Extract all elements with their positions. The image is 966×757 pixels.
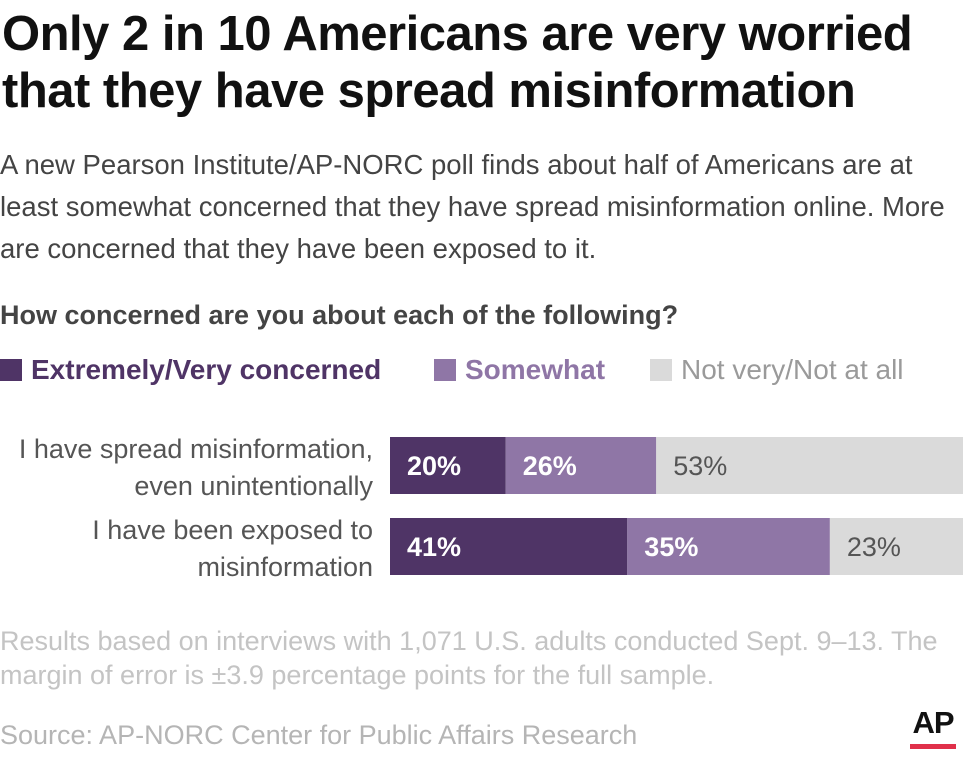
legend-swatch-extremely-very bbox=[0, 359, 22, 381]
legend-label-somewhat: Somewhat bbox=[465, 354, 606, 385]
bar-exposed-not-very bbox=[829, 518, 963, 575]
legend-item-extremely-very: Extremely/Very concerned bbox=[0, 350, 381, 390]
legend-item-not-very: Not very/Not at all bbox=[650, 350, 904, 390]
value-label-spread-somewhat: 26% bbox=[523, 451, 577, 481]
value-label-spread-not-very: 53% bbox=[673, 451, 727, 481]
value-label-exposed-extremely-very: 41% bbox=[407, 532, 461, 562]
ap-logo-bar bbox=[910, 744, 956, 749]
legend: Extremely/Very concerned Somewhat Not ve… bbox=[0, 350, 966, 390]
legend-label-extremely-very: Extremely/Very concerned bbox=[31, 354, 382, 385]
value-label-spread-extremely-very: 20% bbox=[407, 451, 461, 481]
bar-spread-not-very bbox=[656, 437, 963, 494]
bar-spread-somewhat bbox=[505, 437, 657, 494]
chart-title: Only 2 in 10 Americans are very worried … bbox=[2, 7, 913, 118]
value-label-exposed-somewhat: 35% bbox=[644, 532, 698, 562]
stacked-bar-chart: I have spread misinformation, even uninte… bbox=[19, 434, 963, 582]
chart-note: Results based on interviews with 1,071 U… bbox=[0, 626, 938, 690]
bar-exposed-somewhat bbox=[627, 518, 830, 575]
chart-source: Source: AP-NORC Center for Public Affair… bbox=[0, 720, 638, 750]
value-label-exposed-not-very: 23% bbox=[847, 532, 901, 562]
legend-label-not-very: Not very/Not at all bbox=[681, 354, 904, 385]
category-label-spread: I have spread misinformation, even uninte… bbox=[19, 434, 374, 501]
ap-logo-text: AP bbox=[912, 705, 954, 740]
chart-question: How concerned are you about each of the … bbox=[0, 300, 679, 330]
bar-exposed-extremely-very bbox=[390, 518, 628, 575]
category-label-exposed: I have been exposed to misinformation bbox=[92, 515, 373, 582]
legend-swatch-somewhat bbox=[434, 359, 456, 381]
legend-item-somewhat: Somewhat bbox=[434, 350, 605, 390]
ap-logo: AP bbox=[910, 706, 956, 750]
bar-spread-extremely-very bbox=[390, 437, 506, 494]
chart-subtitle: A new Pearson Institute/AP-NORC poll fin… bbox=[0, 149, 945, 264]
legend-swatch-not-very bbox=[650, 359, 672, 381]
